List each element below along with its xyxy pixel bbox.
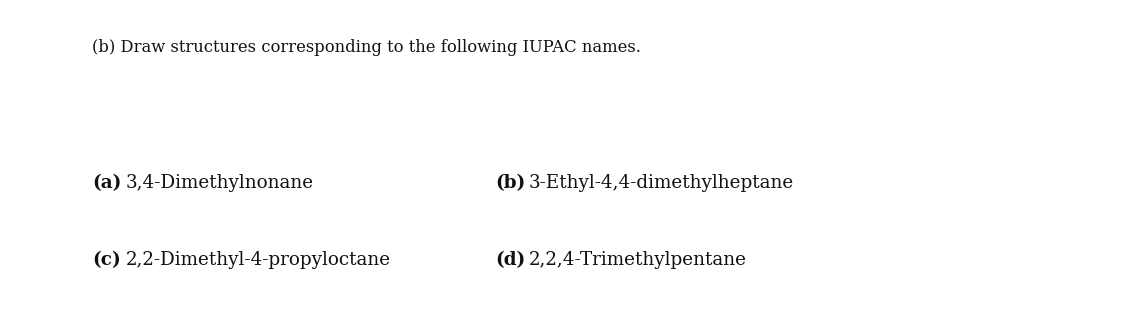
Text: 3-Ethyl-4,4-dimethylheptane: 3-Ethyl-4,4-dimethylheptane [529, 174, 794, 192]
Text: (a): (a) [92, 174, 122, 192]
Text: 3,4-Dimethylnonane: 3,4-Dimethylnonane [126, 174, 314, 192]
Text: 2,2,4-Trimethylpentane: 2,2,4-Trimethylpentane [529, 251, 747, 269]
Text: (c): (c) [92, 251, 122, 269]
Text: (b): (b) [495, 174, 525, 192]
Text: 2,2-Dimethyl-4-propyloctane: 2,2-Dimethyl-4-propyloctane [126, 251, 392, 269]
Text: (d): (d) [495, 251, 525, 269]
Text: (b) Draw structures corresponding to the following IUPAC names.: (b) Draw structures corresponding to the… [92, 39, 641, 56]
